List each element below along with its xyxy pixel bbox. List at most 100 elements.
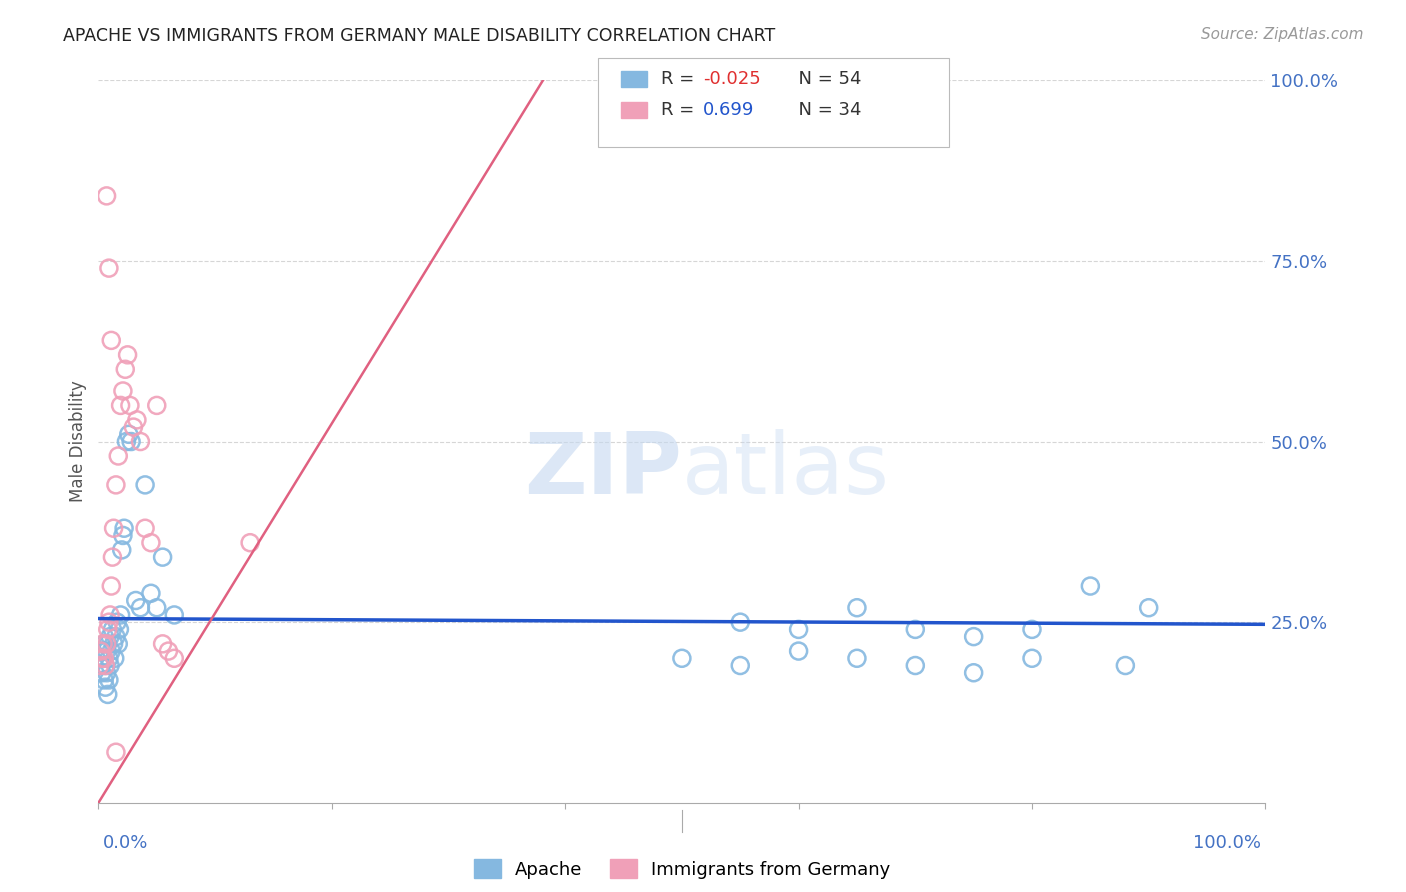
Point [98, 607, 121, 622]
Point [101, 550, 124, 565]
Point [110, 398, 132, 412]
Point [104, 651, 127, 665]
Point [105, 615, 128, 630]
Point [115, 434, 138, 449]
Point [97, 651, 120, 665]
Point [163, 607, 186, 622]
Point [94, 658, 117, 673]
Point [787, 623, 810, 637]
Point [129, 434, 152, 449]
Text: N = 34: N = 34 [787, 101, 862, 119]
Text: ZIP: ZIP [524, 429, 682, 512]
Point [111, 384, 134, 398]
Text: -0.025: -0.025 [703, 70, 761, 88]
Point [98, 630, 121, 644]
Point [117, 348, 139, 362]
Text: 0.0%: 0.0% [103, 834, 148, 852]
Point [97, 673, 120, 687]
Point [125, 413, 148, 427]
Point [112, 521, 135, 535]
Point [962, 630, 984, 644]
Point [101, 623, 124, 637]
Point [100, 334, 122, 348]
Point [118, 427, 141, 442]
Text: 0.699: 0.699 [703, 101, 755, 119]
Point [96, 644, 118, 658]
Point [904, 658, 927, 673]
Point [962, 665, 984, 680]
Legend: Apache, Immigrants from Germany: Apache, Immigrants from Germany [464, 850, 900, 888]
Point [103, 637, 125, 651]
Point [97, 623, 120, 637]
Point [152, 550, 174, 565]
Point [98, 658, 121, 673]
Point [846, 651, 869, 665]
Point [730, 615, 752, 630]
Point [104, 630, 127, 644]
Point [110, 607, 132, 622]
Point [103, 521, 125, 535]
Point [97, 637, 120, 651]
Point [107, 637, 129, 651]
Point [93, 673, 115, 687]
Y-axis label: Male Disability: Male Disability [69, 381, 87, 502]
Point [904, 623, 927, 637]
Point [146, 600, 169, 615]
Point [90, 665, 112, 680]
Point [114, 362, 136, 376]
Point [120, 434, 142, 449]
Point [107, 449, 129, 463]
Point [90, 644, 112, 658]
Point [157, 644, 180, 658]
Point [671, 651, 693, 665]
Point [104, 745, 127, 759]
Point [787, 644, 810, 658]
Point [152, 637, 174, 651]
Text: 100.0%: 100.0% [1194, 834, 1261, 852]
Point [146, 398, 169, 412]
Point [90, 644, 112, 658]
Point [90, 651, 112, 665]
Point [1021, 623, 1043, 637]
Point [1114, 658, 1136, 673]
Point [108, 623, 131, 637]
Text: R =: R = [661, 101, 700, 119]
Point [139, 535, 162, 549]
Point [93, 637, 115, 651]
Point [94, 680, 117, 694]
Text: Source: ZipAtlas.com: Source: ZipAtlas.com [1201, 27, 1364, 42]
Point [91, 637, 114, 651]
Point [94, 658, 117, 673]
Point [100, 579, 122, 593]
Text: R =: R = [661, 70, 700, 88]
Point [139, 586, 162, 600]
Point [104, 478, 127, 492]
Point [134, 521, 156, 535]
Point [846, 600, 869, 615]
Point [730, 658, 752, 673]
Point [1021, 651, 1043, 665]
Point [97, 615, 120, 630]
Text: atlas: atlas [682, 429, 890, 512]
Point [96, 189, 118, 203]
Point [122, 420, 145, 434]
Point [111, 542, 134, 557]
Point [91, 651, 114, 665]
Point [129, 600, 152, 615]
Point [97, 261, 120, 276]
Point [96, 665, 118, 680]
Point [96, 637, 118, 651]
Point [118, 398, 141, 412]
Point [89, 658, 111, 673]
Point [134, 478, 156, 492]
Point [90, 658, 112, 673]
Point [111, 528, 134, 542]
Point [93, 651, 115, 665]
Point [100, 644, 122, 658]
Text: APACHE VS IMMIGRANTS FROM GERMANY MALE DISABILITY CORRELATION CHART: APACHE VS IMMIGRANTS FROM GERMANY MALE D… [63, 27, 776, 45]
Point [125, 593, 148, 607]
Point [239, 535, 262, 549]
Point [97, 687, 120, 701]
Point [1080, 579, 1102, 593]
Text: N = 54: N = 54 [787, 70, 862, 88]
